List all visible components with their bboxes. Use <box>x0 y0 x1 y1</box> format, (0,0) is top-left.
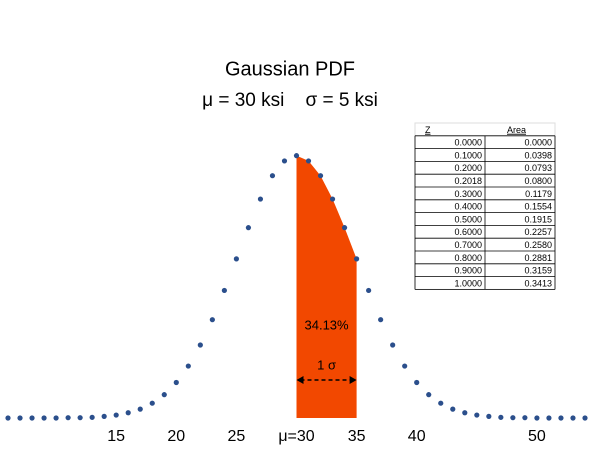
data-point <box>474 412 480 418</box>
table-cell: 0.6000 <box>454 227 482 237</box>
chart-title: Gaussian PDF <box>225 58 355 80</box>
table-cell: 1.0000 <box>454 278 482 288</box>
table-cell: 0.3000 <box>454 189 482 199</box>
chart-subtitle: μ = 30 ksi σ = 5 ksi <box>202 90 378 111</box>
x-tick-label: 15 <box>107 428 125 445</box>
data-point <box>522 415 528 421</box>
sigma-label: 1 σ <box>317 357 336 372</box>
data-point <box>366 287 372 294</box>
table-cell: 0.2018 <box>454 176 482 186</box>
data-point <box>65 415 71 421</box>
data-point <box>77 415 83 421</box>
table-header: Area <box>507 125 526 135</box>
data-point <box>269 173 276 179</box>
table-cell: 0.1000 <box>454 150 482 160</box>
area-label: 34.13% <box>305 317 350 332</box>
data-point <box>486 413 492 419</box>
data-point <box>41 415 47 421</box>
table-cell: 0.2000 <box>454 163 482 173</box>
table-cell: 0.5000 <box>454 214 482 224</box>
data-point <box>245 225 252 231</box>
data-point <box>534 415 540 421</box>
data-point <box>53 415 59 421</box>
data-point <box>378 317 384 323</box>
data-point <box>462 410 468 416</box>
data-point <box>546 415 552 421</box>
table-cell: 0.1915 <box>524 214 552 224</box>
table-cell: 0.1554 <box>524 202 552 212</box>
data-point <box>113 412 119 418</box>
table-cell: 0.2580 <box>524 240 552 250</box>
data-point <box>510 415 516 421</box>
data-point <box>257 196 264 202</box>
table-cell: 0.3159 <box>524 266 552 276</box>
data-point <box>101 413 107 419</box>
data-point <box>498 414 504 420</box>
data-point <box>582 415 588 421</box>
table-cell: 0.2881 <box>524 253 552 263</box>
data-point <box>281 158 288 164</box>
data-point <box>149 400 155 406</box>
data-point <box>5 415 11 421</box>
table-cell: 0.3413 <box>524 278 552 288</box>
table-cell: 0.1179 <box>525 189 552 199</box>
data-point <box>233 256 239 262</box>
data-point <box>414 379 420 386</box>
data-point <box>558 415 564 421</box>
table-cell: 0.2257 <box>524 227 552 237</box>
data-point <box>354 256 360 262</box>
data-point <box>29 415 35 421</box>
data-point <box>137 406 143 412</box>
x-tick-label: 35 <box>348 428 366 445</box>
data-point <box>305 158 312 164</box>
x-tick-label: 40 <box>408 428 426 445</box>
data-point <box>173 379 179 386</box>
data-point <box>317 173 324 179</box>
data-point <box>402 363 408 369</box>
data-point <box>438 400 444 406</box>
data-point <box>426 392 432 398</box>
table-cell: 0.0398 <box>524 150 552 160</box>
data-point <box>209 317 215 323</box>
data-point <box>341 225 348 231</box>
data-point <box>450 406 456 412</box>
data-point <box>221 287 227 294</box>
table-cell: 0.0000 <box>454 138 482 148</box>
table-cell: 0.0000 <box>524 138 552 148</box>
data-point <box>185 363 191 369</box>
table-cell: 0.8000 <box>454 253 482 263</box>
data-point <box>390 342 396 348</box>
x-tick-label: 25 <box>227 428 245 445</box>
shaded-area <box>296 155 357 418</box>
x-tick-label: 50 <box>528 428 546 445</box>
data-point <box>89 414 95 420</box>
table-cell: 0.0793 <box>524 163 552 173</box>
table-cell: 0.7000 <box>454 240 482 250</box>
data-point <box>161 392 167 398</box>
arrow-head <box>296 376 357 384</box>
data-point <box>329 196 336 202</box>
data-point <box>125 410 131 416</box>
data-point <box>197 342 203 348</box>
data-point <box>17 415 23 421</box>
data-point <box>293 153 300 159</box>
table-cell: 0.0800 <box>524 176 552 186</box>
table-cell: 0.4000 <box>454 202 482 212</box>
table-header: Z <box>425 125 431 135</box>
x-tick-label: 20 <box>167 428 185 445</box>
x-tick-label: μ=30 <box>278 428 314 445</box>
table-cell: 0.9000 <box>454 266 482 276</box>
data-point <box>570 415 576 421</box>
